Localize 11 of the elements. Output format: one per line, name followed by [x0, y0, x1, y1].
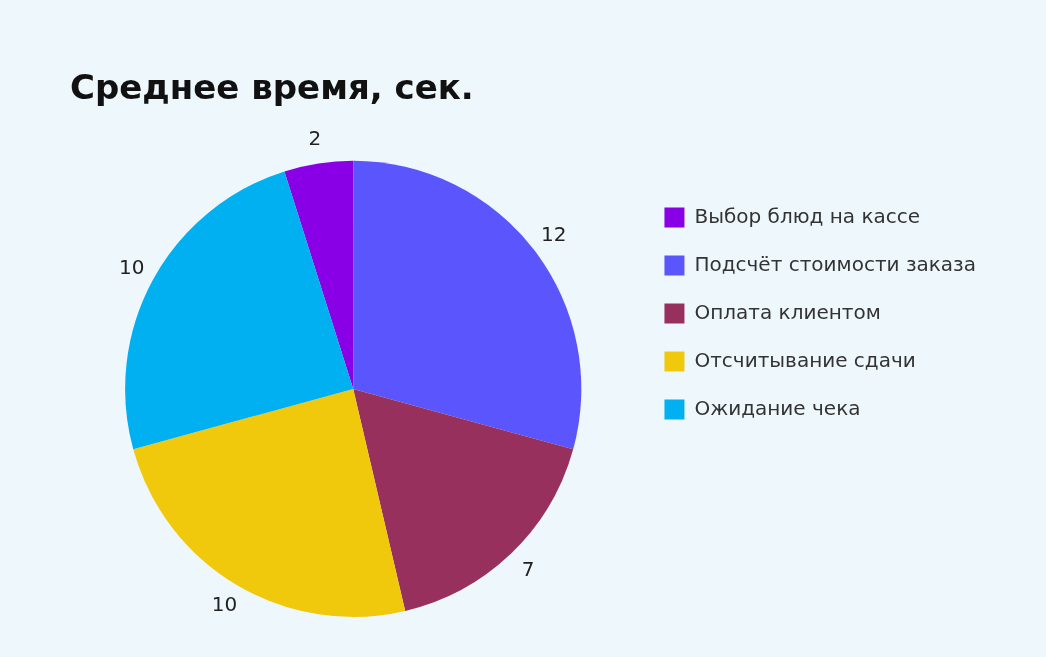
legend-label: Ожидание чека	[694, 395, 861, 420]
chart-title: Среднее время, сек.	[70, 67, 474, 108]
legend-label: Подсчёт стоимости заказа	[694, 251, 977, 276]
data-label: 12	[540, 222, 567, 247]
data-label: 7	[521, 556, 535, 581]
data-label: 10	[211, 591, 238, 616]
data-label: 10	[119, 254, 145, 279]
legend-label: Выбор блюд на кассе	[694, 203, 921, 228]
legend-label: Отсчитывание сдачи	[694, 347, 916, 372]
data-label: 2	[308, 125, 322, 150]
legend-label: Оплата клиентом	[694, 299, 881, 324]
